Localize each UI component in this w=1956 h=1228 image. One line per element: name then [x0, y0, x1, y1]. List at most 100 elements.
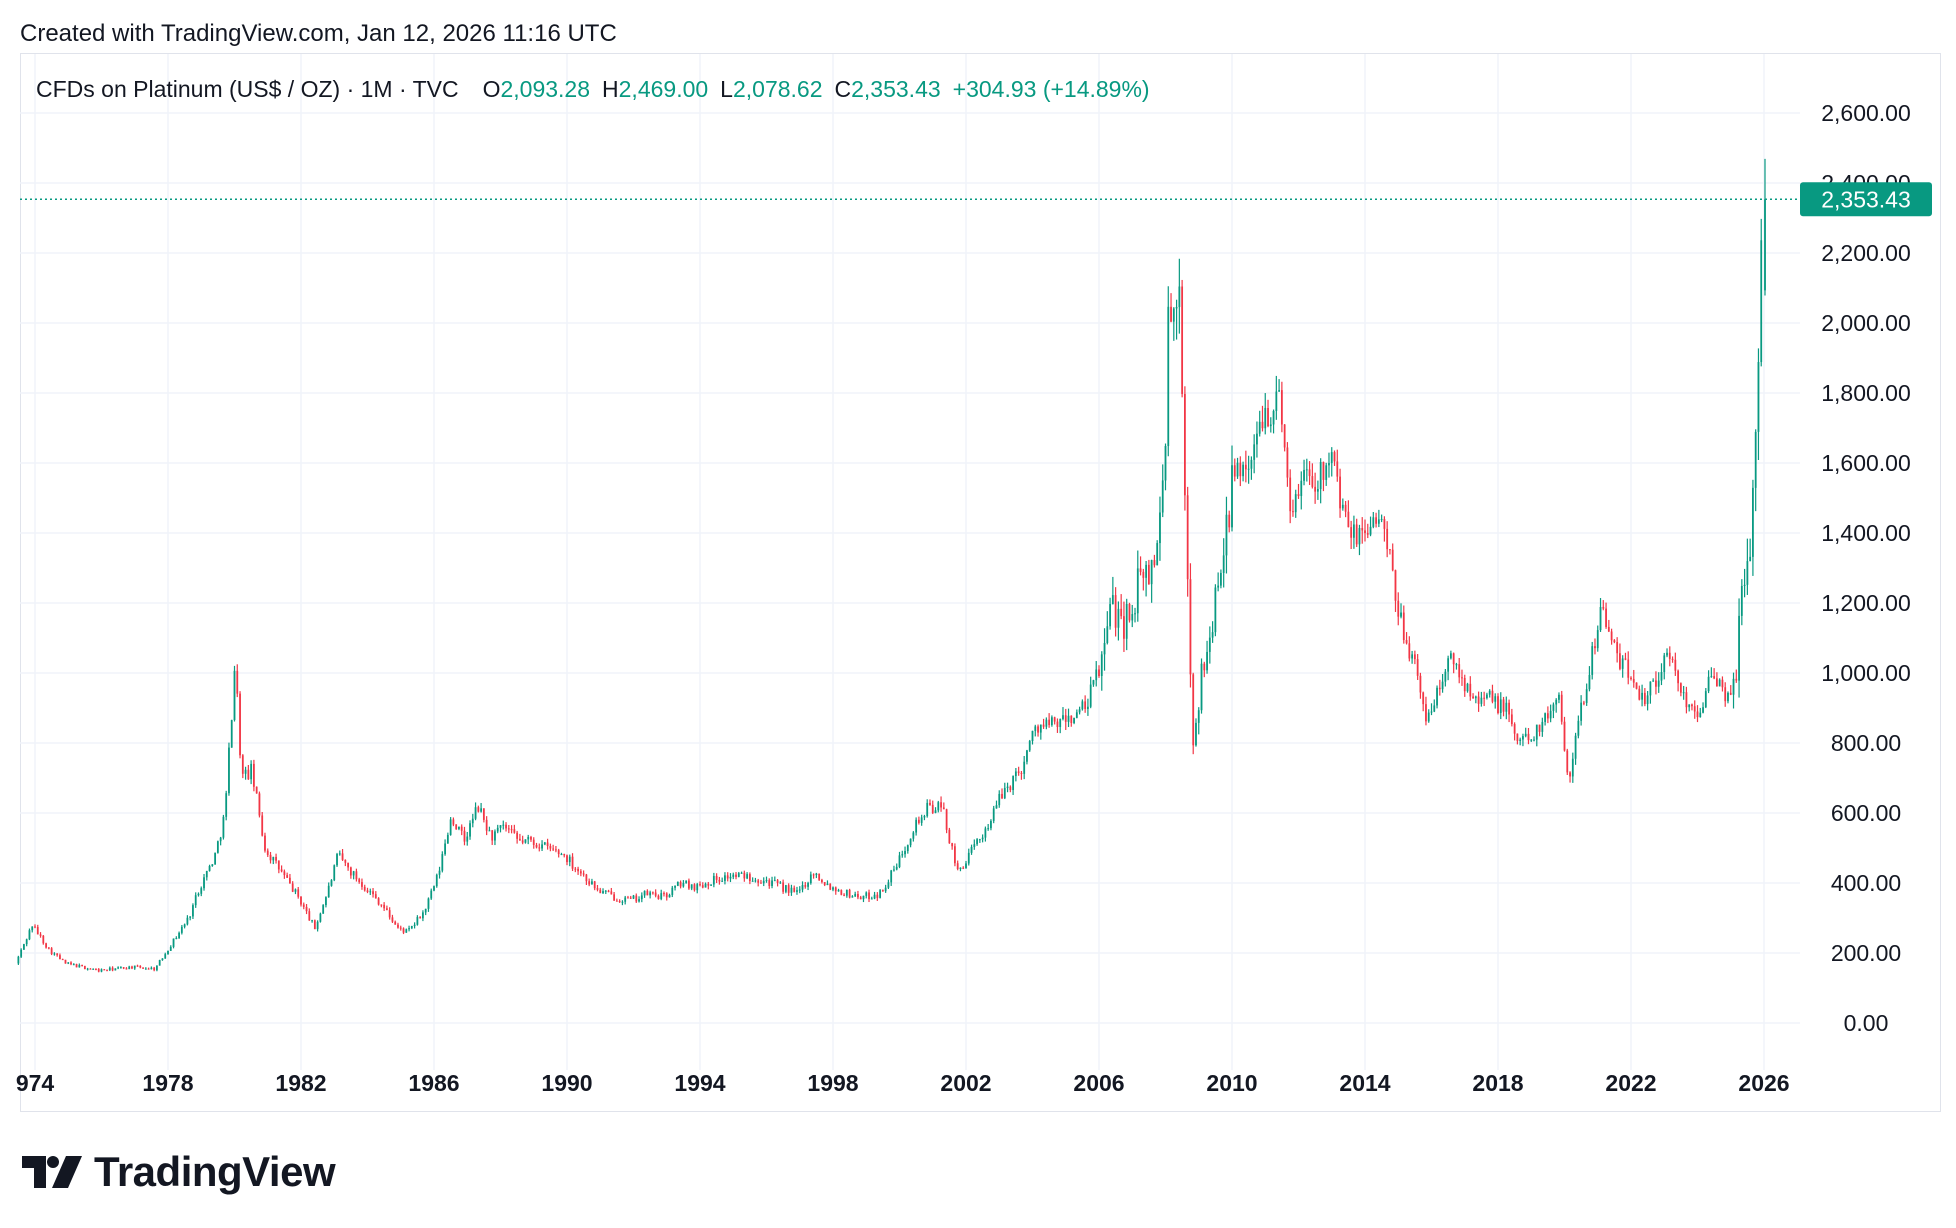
- candle: [895, 863, 898, 871]
- candle: [1161, 464, 1164, 518]
- candle: [499, 825, 502, 833]
- candle: [782, 879, 785, 894]
- candle: [1657, 672, 1660, 693]
- candle: [1136, 550, 1139, 622]
- candle: [1208, 626, 1211, 664]
- candle: [973, 839, 976, 850]
- candle: [1222, 538, 1225, 588]
- candle: [1452, 652, 1455, 674]
- candle: [701, 882, 704, 889]
- candle: [361, 878, 363, 890]
- candle: [302, 902, 305, 910]
- candle: [1103, 628, 1106, 671]
- candle: [1710, 667, 1713, 678]
- candle: [172, 938, 175, 949]
- candle: [615, 898, 618, 902]
- candle: [20, 948, 23, 958]
- candle: [1330, 447, 1333, 477]
- candle: [186, 915, 189, 926]
- candle: [674, 885, 676, 891]
- candle: [937, 800, 940, 813]
- candle: [602, 888, 604, 894]
- candle: [1552, 702, 1555, 719]
- candle: [1147, 559, 1150, 585]
- candle: [1347, 500, 1350, 528]
- candle: [1272, 409, 1275, 434]
- candle: [588, 878, 591, 887]
- candle: [131, 965, 133, 970]
- candle: [1203, 661, 1206, 678]
- x-tick-label: 1990: [541, 1070, 592, 1096]
- candle: [286, 872, 289, 879]
- open-label: O: [482, 76, 501, 102]
- candle: [1677, 669, 1680, 692]
- candle: [1292, 499, 1294, 517]
- candle: [1333, 450, 1336, 466]
- candle: [405, 928, 408, 933]
- candle: [1339, 468, 1341, 518]
- candle: [341, 849, 344, 861]
- candle: [1546, 706, 1549, 724]
- candle: [1111, 576, 1114, 605]
- x-tick-label: 2010: [1206, 1070, 1257, 1096]
- candle: [252, 759, 255, 792]
- candle: [89, 968, 92, 970]
- candle: [990, 819, 992, 831]
- candle: [651, 891, 654, 895]
- candle: [1217, 572, 1220, 592]
- candle: [1134, 607, 1136, 623]
- candle: [632, 894, 635, 900]
- candle: [1314, 472, 1317, 504]
- candle: [1081, 699, 1084, 711]
- candle: [1508, 699, 1510, 723]
- candle: [748, 872, 751, 885]
- candle: [821, 878, 823, 884]
- candle: [1594, 638, 1596, 655]
- chart-frame: [20, 53, 1941, 1112]
- candle: [1258, 410, 1261, 437]
- candle: [272, 856, 275, 865]
- candle: [1009, 785, 1012, 793]
- candle: [1605, 602, 1607, 629]
- candle: [488, 826, 491, 832]
- candle: [568, 854, 571, 867]
- candle: [1707, 670, 1710, 694]
- candle: [1364, 519, 1366, 542]
- candle: [1621, 655, 1624, 678]
- candle: [881, 889, 884, 892]
- candle: [444, 839, 446, 856]
- candle: [1001, 788, 1003, 800]
- x-tick-label: 1994: [674, 1070, 725, 1096]
- candle: [1017, 766, 1020, 776]
- candle: [169, 945, 172, 951]
- candle: [604, 890, 607, 895]
- candle: [732, 872, 735, 880]
- candle: [1355, 518, 1358, 548]
- candle: [1491, 684, 1494, 704]
- candle: [1120, 594, 1123, 620]
- candle: [1328, 452, 1330, 478]
- candle: [313, 919, 316, 930]
- candle: [236, 664, 239, 698]
- candle: [879, 889, 882, 899]
- candle: [1463, 674, 1466, 697]
- candle: [496, 824, 499, 834]
- candle: [740, 871, 743, 874]
- candle: [599, 887, 602, 894]
- candle: [857, 890, 859, 900]
- candle: [308, 908, 311, 921]
- candle: [1059, 718, 1062, 734]
- candle: [768, 878, 771, 889]
- candle: [266, 848, 269, 857]
- candle: [264, 832, 266, 853]
- candle: [1563, 716, 1566, 752]
- candle: [399, 925, 402, 931]
- candle: [1023, 756, 1026, 780]
- candle: [1123, 601, 1125, 652]
- candle: [981, 834, 984, 843]
- candle: [474, 802, 477, 821]
- candle: [1436, 685, 1438, 709]
- candle: [1372, 511, 1375, 529]
- candle: [261, 812, 264, 837]
